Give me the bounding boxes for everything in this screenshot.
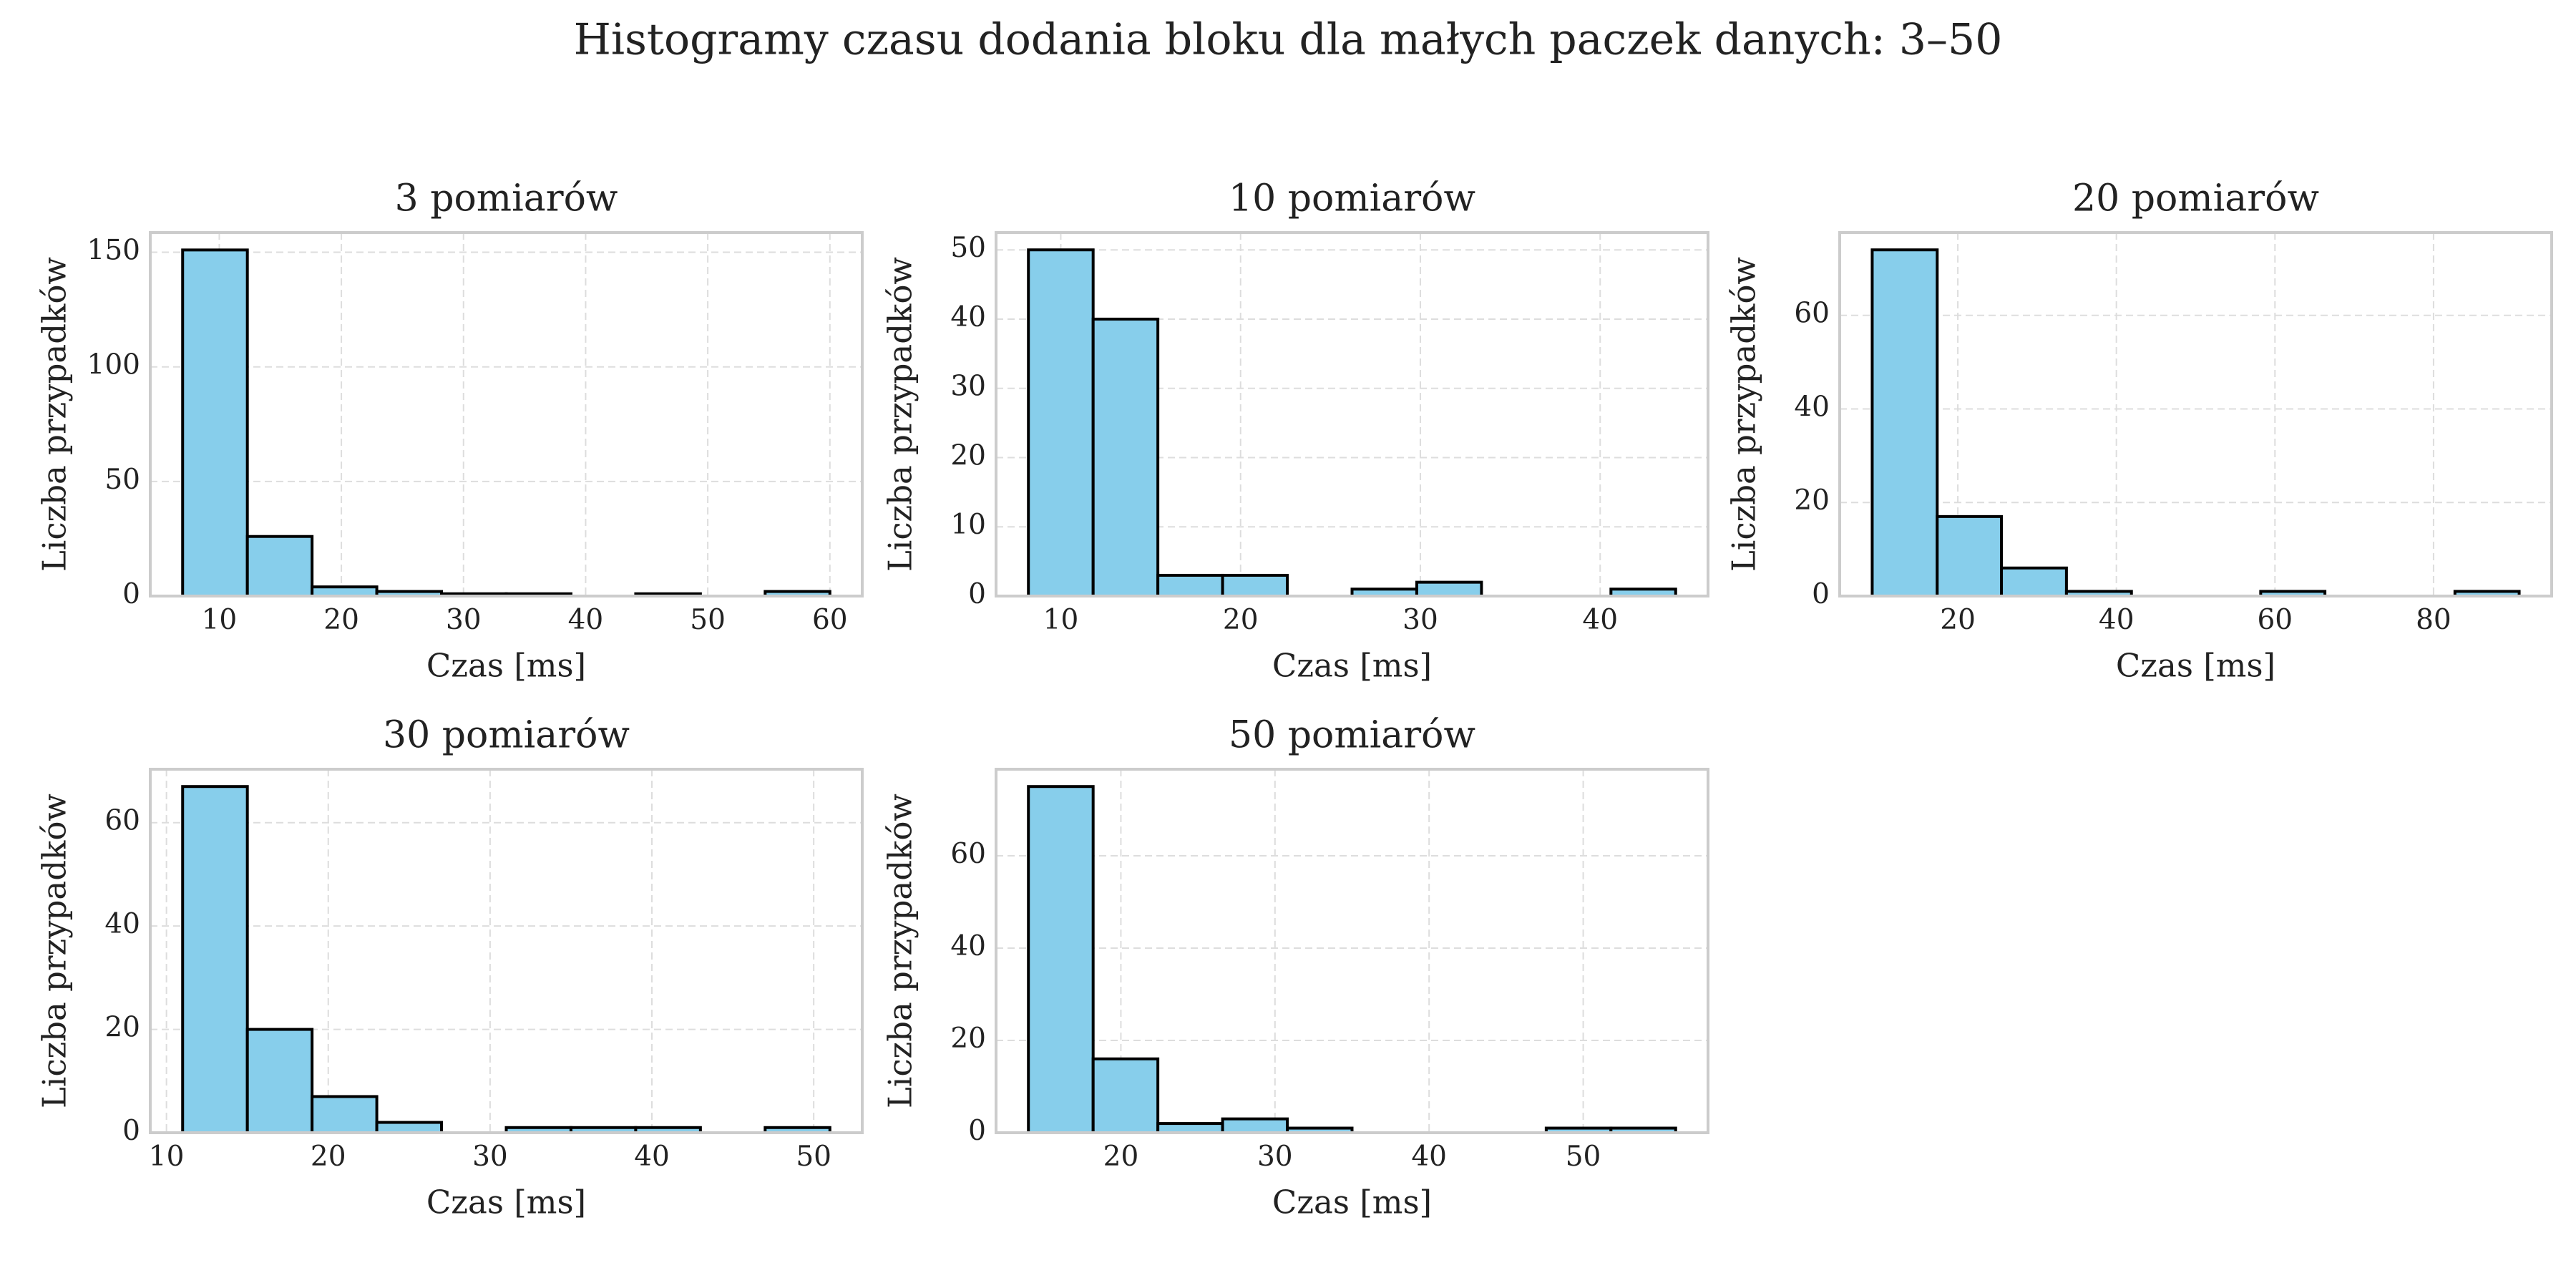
subplot-title: 30 pomiarów xyxy=(383,714,630,757)
histogram-bar xyxy=(245,1028,314,1134)
x-tick-label: 40 xyxy=(1411,1141,1447,1173)
subplot-title: 50 pomiarów xyxy=(1229,714,1475,757)
histogram-bar xyxy=(1936,514,2004,597)
y-tick-label: 20 xyxy=(950,1023,986,1055)
x-tick-label: 40 xyxy=(1582,604,1618,636)
x-tick-label: 60 xyxy=(2257,604,2293,636)
histogram-bar xyxy=(311,1095,379,1135)
x-tick-label: 20 xyxy=(323,604,359,636)
histogram-bar xyxy=(2000,566,2068,598)
y-axis-label: Liczba przypadków xyxy=(882,257,919,572)
x-tick-label: 40 xyxy=(568,604,604,636)
histogram-bar xyxy=(1156,573,1224,598)
x-tick-label: 20 xyxy=(1223,604,1259,636)
y-tick-label: 0 xyxy=(122,578,140,610)
subplot-title: 20 pomiarów xyxy=(2072,177,2319,220)
subplot-title: 3 pomiarów xyxy=(395,177,618,220)
y-tick-label: 10 xyxy=(950,509,986,541)
y-tick-label: 0 xyxy=(122,1115,140,1147)
y-axis-label: Liczba przypadków xyxy=(36,794,74,1108)
histogram-bar xyxy=(1091,317,1160,597)
x-tick-label: 50 xyxy=(1566,1141,1601,1173)
y-tick-label: 0 xyxy=(968,1115,986,1147)
subplot: 0 10 20 30 40 50 10 20 30 40 10 pomiarów Czas [ms] L… xyxy=(882,177,1709,685)
histogram-bar xyxy=(245,535,314,597)
subplot: 0 20 40 60 20 40 60 80 20 pomiarów Czas [ms] Liczb… xyxy=(1725,177,2553,685)
x-axis-label: Czas [ms] xyxy=(426,1184,586,1221)
y-tick-label: 150 xyxy=(87,235,140,267)
x-axis-label: Czas [ms] xyxy=(1272,647,1432,685)
x-tick-label: 10 xyxy=(1043,604,1079,636)
y-tick-label: 40 xyxy=(104,908,140,940)
x-tick-label: 30 xyxy=(1257,1141,1293,1173)
x-tick-label: 50 xyxy=(690,604,726,636)
y-tick-label: 20 xyxy=(950,439,986,472)
figure-title: Histogramy czasu dodania bloku dla małyc… xyxy=(574,15,2003,65)
y-tick-label: 0 xyxy=(1812,578,1830,610)
x-tick-label: 30 xyxy=(1402,604,1438,636)
x-tick-label: 40 xyxy=(634,1141,670,1173)
axes-frame xyxy=(1838,231,2553,597)
y-tick-label: 40 xyxy=(950,930,986,962)
x-tick-label: 20 xyxy=(311,1141,346,1173)
histogram-bar xyxy=(1027,785,1095,1134)
y-tick-label: 40 xyxy=(1794,391,1830,423)
x-axis-label: Czas [ms] xyxy=(426,647,586,685)
x-axis-label: Czas [ms] xyxy=(1272,1184,1432,1221)
x-tick-label: 60 xyxy=(812,604,848,636)
y-axis-label: Liczba przypadków xyxy=(1725,257,1763,572)
axes-frame xyxy=(149,231,864,597)
subplot: 0 20 40 60 10 20 30 40 50 30 pomiarów Czas [ms] Lic… xyxy=(36,714,864,1221)
histogram-bar xyxy=(1221,1117,1289,1134)
y-tick-label: 0 xyxy=(968,578,986,610)
histogram-bar xyxy=(1027,248,1095,597)
y-tick-label: 30 xyxy=(950,371,986,403)
histogram-bar xyxy=(181,248,249,597)
histogram-bar xyxy=(375,1121,444,1135)
x-tick-label: 10 xyxy=(149,1141,185,1173)
x-tick-label: 30 xyxy=(472,1141,508,1173)
x-tick-label: 20 xyxy=(1103,1141,1139,1173)
x-tick-label: 50 xyxy=(796,1141,831,1173)
subplot-title: 10 pomiarów xyxy=(1229,177,1475,220)
y-tick-label: 60 xyxy=(104,805,140,837)
axes-frame xyxy=(995,768,1709,1134)
y-axis-label: Liczba przypadków xyxy=(36,257,74,572)
y-tick-label: 60 xyxy=(950,838,986,870)
y-tick-label: 60 xyxy=(1794,298,1830,330)
histogram-bar xyxy=(181,785,249,1134)
y-axis-label: Liczba przypadków xyxy=(882,794,919,1108)
y-tick-label: 40 xyxy=(950,301,986,333)
histogram-bar xyxy=(1415,580,1483,598)
axes-frame xyxy=(149,768,864,1134)
subplot: 0 20 40 60 20 30 40 50 50 pomiarów Czas [ms] Liczb… xyxy=(882,714,1709,1221)
y-tick-label: 20 xyxy=(1794,484,1830,517)
y-tick-label: 100 xyxy=(87,349,140,381)
y-tick-label: 50 xyxy=(950,232,986,264)
x-tick-label: 80 xyxy=(2416,604,2451,636)
axes-frame xyxy=(995,231,1709,597)
histogram-bar xyxy=(1221,573,1289,598)
x-axis-label: Czas [ms] xyxy=(2116,647,2275,685)
histogram-bar xyxy=(1870,248,1939,597)
x-tick-label: 30 xyxy=(446,604,482,636)
y-tick-label: 20 xyxy=(104,1012,140,1044)
x-tick-label: 20 xyxy=(1940,604,1976,636)
histogram-bar xyxy=(1091,1057,1160,1135)
x-tick-label: 40 xyxy=(2099,604,2135,636)
subplot: 0 50 100 150 10 20 30 40 50 60 3 pomiarów Czas [ms]… xyxy=(36,177,864,685)
y-tick-label: 50 xyxy=(104,464,140,496)
x-tick-label: 10 xyxy=(202,604,238,636)
